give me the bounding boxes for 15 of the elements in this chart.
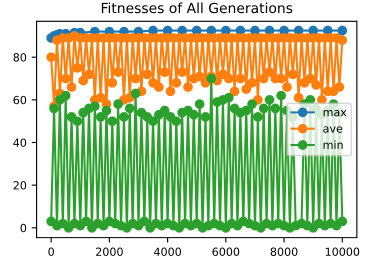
y-tick-label: 0 bbox=[20, 224, 26, 232]
x-tick-label: 2000 bbox=[96, 248, 123, 256]
x-tick-label: 4000 bbox=[154, 248, 182, 256]
legend-label: ave bbox=[323, 126, 342, 133]
x-tick-label: 10000 bbox=[326, 248, 360, 256]
y-tick-label: 60 bbox=[14, 96, 26, 104]
y-tick-label: 40 bbox=[13, 138, 26, 147]
x-tick-label: 8000 bbox=[270, 248, 298, 256]
x-tick-label: 0 bbox=[48, 248, 54, 256]
chart-title: Fitnesses of All Generations bbox=[102, 2, 292, 14]
legend-label: max bbox=[324, 110, 346, 116]
legend-label: min bbox=[324, 140, 343, 149]
x-tick-label: 6000 bbox=[212, 248, 240, 256]
y-tick-label: 80 bbox=[13, 53, 26, 62]
y-tick-label: 20 bbox=[14, 181, 26, 190]
